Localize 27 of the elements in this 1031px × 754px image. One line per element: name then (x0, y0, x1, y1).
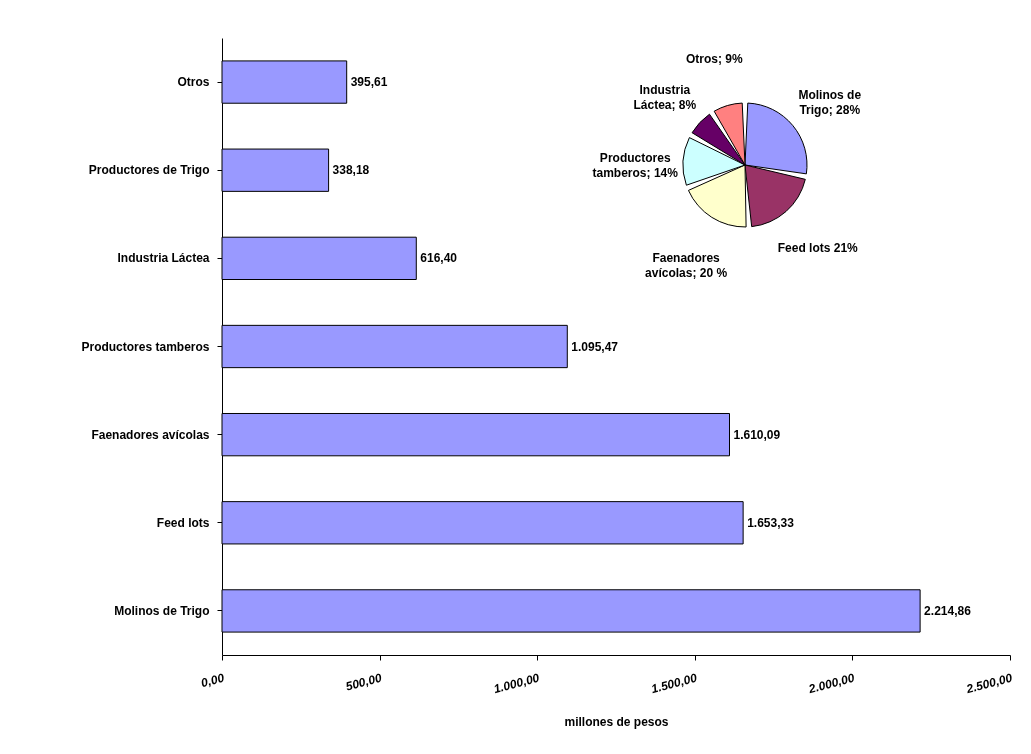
y-tick-label: Productores tamberos (81, 339, 210, 354)
x-tick-label: 500,00 (344, 670, 384, 694)
data-label: 616,40 (420, 251, 458, 266)
y-tick-label: Productores de Trigo (88, 163, 210, 178)
data-label: 1.610,09 (733, 427, 781, 442)
x-tick-label: 1.500,00 (649, 670, 699, 697)
x-tick-label: 1.000,00 (492, 670, 542, 697)
data-label: 1.095,47 (571, 339, 619, 354)
x-tick-label: 2.500,00 (963, 670, 1014, 697)
data-label: 1.653,33 (747, 515, 795, 530)
y-tick-label: Feed lots (156, 515, 210, 530)
data-label: 2.214,86 (924, 603, 972, 618)
x-axis-title: millones de pesos (564, 715, 669, 730)
y-tick-label: Otros (177, 75, 210, 90)
y-tick-label: Industria Láctea (117, 251, 210, 266)
slice-label: Productores tamberos; 14% (592, 151, 679, 181)
y-tick-label: Molinos de Trigo (114, 603, 210, 618)
x-tick-label: 0,00 (199, 670, 226, 691)
slice-label: Feed lots 21% (777, 240, 859, 255)
slice-label: Industria Láctea; 8% (633, 82, 697, 112)
y-tick-label: Faenadores avícolas (91, 427, 210, 442)
slice-label: Faenadores avícolas; 20 % (645, 250, 728, 280)
slice-label: Molinos de Trigo; 28% (798, 87, 862, 117)
x-tick-label: 2.000,00 (806, 670, 857, 697)
data-label: 395,61 (350, 75, 388, 90)
slice-label: Otros; 9% (685, 52, 743, 67)
data-label: 338,18 (332, 163, 370, 178)
